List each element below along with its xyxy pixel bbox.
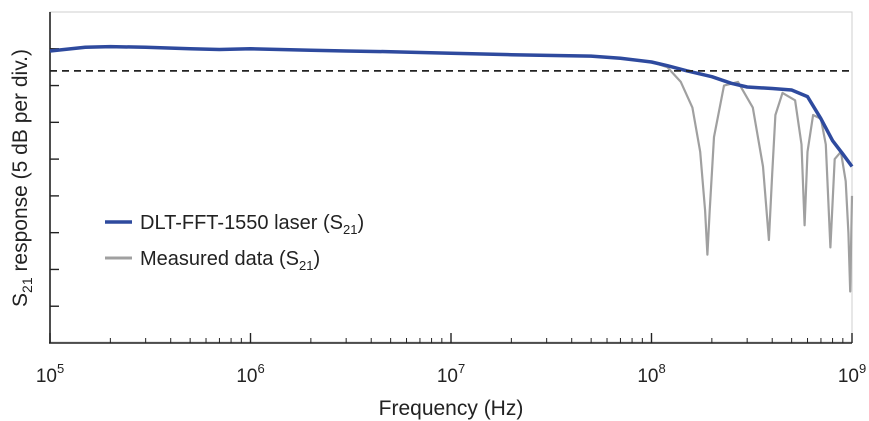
legend-label-measured: Measured data (S21) xyxy=(140,248,320,273)
legend: DLT-FFT-1550 laser (S21) Measured data (… xyxy=(105,212,364,273)
x-tick-label-3: 108 xyxy=(637,361,665,387)
y-axis-title: S21 response (5 dB per div.) xyxy=(9,49,35,307)
series-layer xyxy=(49,44,854,293)
series-line-laser xyxy=(49,44,854,168)
x-axis-ticks xyxy=(49,333,853,343)
legend-label-laser: DLT-FFT-1550 laser (S21) xyxy=(140,212,364,237)
y-axis-ticks xyxy=(50,48,59,307)
x-tick-label-2: 107 xyxy=(437,361,465,387)
x-tick-label-1: 106 xyxy=(236,361,264,387)
x-axis-title: Frequency (Hz) xyxy=(379,397,524,420)
x-axis-tick-labels: 105 106 107 108 109 xyxy=(36,361,866,387)
plot-frame xyxy=(49,11,853,343)
x-tick-label-0: 105 xyxy=(36,361,64,387)
x-tick-label-4: 109 xyxy=(838,361,866,387)
